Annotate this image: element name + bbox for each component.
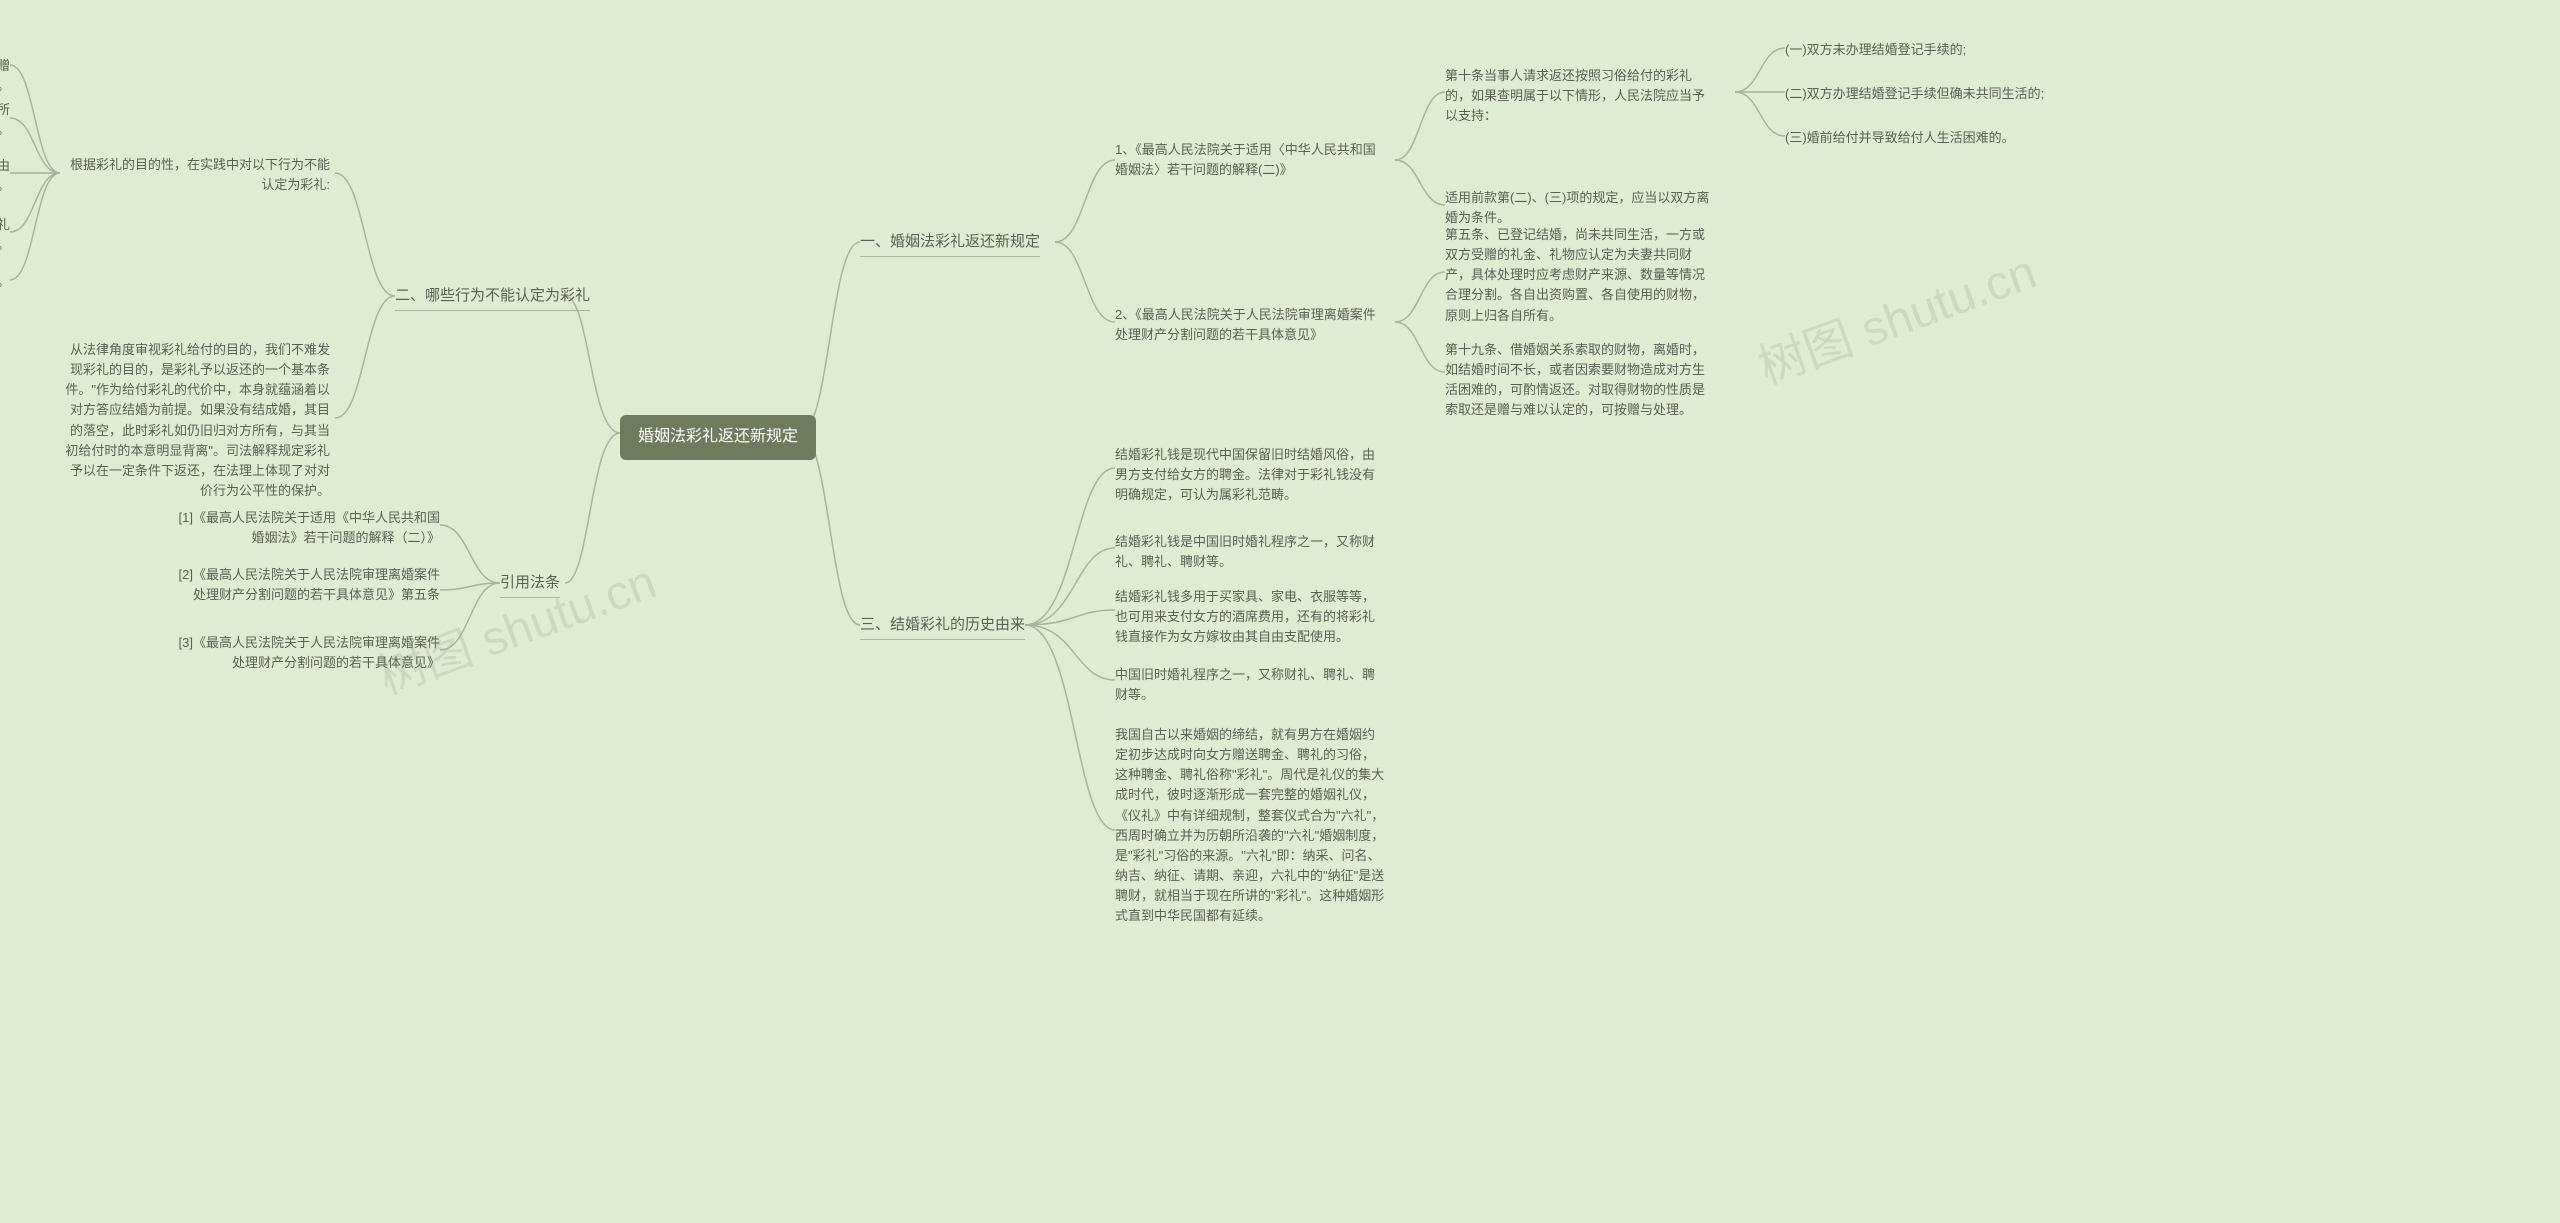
branch-1-c1-d2: 适用前款第(二)、(三)项的规定，应当以双方离婚为条件。 xyxy=(1445,188,1715,228)
branch-1: 一、婚姻法彩礼返还新规定 xyxy=(860,230,1040,257)
branch-3-c1: 结婚彩礼钱是现代中国保留旧时结婚风俗，由男方支付给女方的聘金。法律对于彩礼钱没有… xyxy=(1115,445,1385,505)
branch-4-c1: [1]《最高人民法院关于适用《中华人民共和国婚姻法》若干问题的解释（二）》 xyxy=(175,508,440,548)
watermark-right: 树图 shutu.cn xyxy=(1747,232,2044,397)
branch-3-c4: 中国旧时婚礼程序之一，又称财礼、聘礼、聘财等。 xyxy=(1115,665,1385,705)
branch-2-c2: 从法律角度审视彩礼给付的目的，我们不难发现彩礼的目的，是彩礼予以返还的一个基本条… xyxy=(60,340,330,501)
branch-2-c1-d2: 2、男女双方恋爱期间男方为表露情感所为的赠与。 xyxy=(0,100,10,140)
branch-1-c1-d1-e3: (三)婚前给付并导致给付人生活困难的。 xyxy=(1785,128,2015,148)
branch-3-c3: 结婚彩礼钱多用于买家具、家电、衣服等等，也可用来支付女方的酒席费用，还有的将彩礼… xyxy=(1115,587,1385,647)
branch-1-c1: 1、《最高人民法院关于适用〈中华人民共和国婚姻法〉若干问题的解释(二)》 xyxy=(1115,140,1385,180)
branch-3: 三、结婚彩礼的历史由来 xyxy=(860,613,1025,640)
branch-4-c2: [2]《最高人民法院关于人民法院审理离婚案件处理财产分割问题的若干具体意见》第五… xyxy=(175,565,440,605)
branch-2-c1: 根据彩礼的目的性，在实践中对以下行为不能认定为彩礼: xyxy=(60,155,330,195)
branch-3-c2: 结婚彩礼钱是中国旧时婚礼程序之一，又称财礼、聘礼、聘财等。 xyxy=(1115,532,1385,572)
branch-1-c2-d2: 第十九条、借婚姻关系索取的财物，离婚时，如结婚时间不长，或者因索要财物造成对方生… xyxy=(1445,340,1715,421)
branch-1-c1-d1-e2: (二)双方办理结婚登记手续但确未共同生活的; xyxy=(1785,84,2044,104)
branch-2-c1-d4: 4、男方及其近亲属与女方及其近亲属礼节性交往时的赠与。 xyxy=(0,215,10,255)
branch-3-c5: 我国自古以来婚姻的缔结，就有男方在婚姻约定初步达成时向女方赠送聘金、聘礼的习俗，… xyxy=(1115,725,1385,926)
branch-1-c1-d1-e1: (一)双方未办理结婚登记手续的; xyxy=(1785,40,1966,60)
branch-2-c1-d5: 5、借婚姻索取财物、骗取财物的行为。 xyxy=(0,272,10,292)
branch-1-c1-d1: 第十条当事人请求返还按照习俗给付的彩礼的，如果查明属于以下情形，人民法院应当予以… xyxy=(1445,66,1715,126)
branch-2-c1-d3: 3、男女双方或其近亲属在共同消费中由男方支付的费用。 xyxy=(0,156,10,196)
branch-4-c3: [3]《最高人民法院关于人民法院审理离婚案件处理财产分割问题的若干具体意见》 xyxy=(175,633,440,673)
branch-1-c2: 2、《最高人民法院关于人民法院审理离婚案件处理财产分割问题的若干具体意见》 xyxy=(1115,305,1385,345)
branch-2: 二、哪些行为不能认定为彩礼 xyxy=(395,284,590,311)
branch-1-c2-d1: 第五条、已登记结婚，尚未共同生活，一方或双方受赠的礼金、礼物应认定为夫妻共同财产… xyxy=(1445,225,1715,326)
branch-4: 引用法条 xyxy=(500,571,560,598)
root-node: 婚姻法彩礼返还新规定 xyxy=(620,415,816,460)
branch-2-c1-d1: 1、男方或其近亲属为取悦对方所为的赠与。 xyxy=(0,56,10,96)
